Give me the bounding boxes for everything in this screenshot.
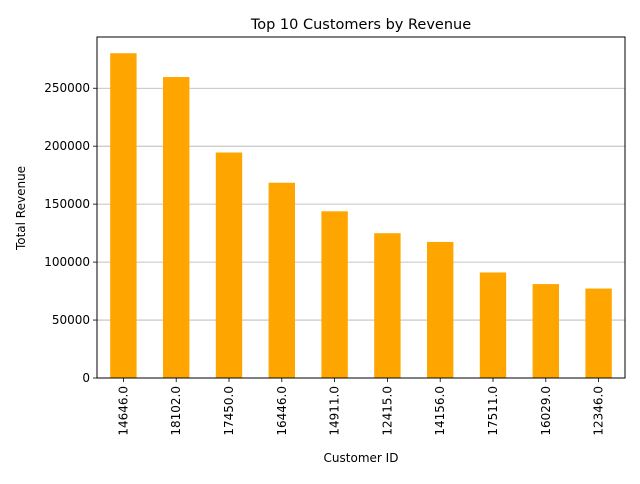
bar-14646.0 [110, 53, 137, 378]
bar-17511.0 [479, 272, 507, 378]
x-tick-label: 17450.0 [222, 386, 236, 436]
bar-14156.0 [427, 241, 454, 378]
bar-18102.0 [163, 77, 190, 378]
bar-12346.0 [585, 288, 612, 378]
x-tick-label: 17511.0 [486, 386, 500, 436]
bar-16029.0 [532, 284, 559, 378]
chart-title: Top 10 Customers by Revenue [250, 17, 471, 33]
y-tick-label: 200000 [44, 139, 90, 153]
x-tick-label: 16446.0 [275, 386, 289, 436]
x-tick-label: 12415.0 [380, 386, 394, 436]
x-tick-label: 14911.0 [328, 386, 342, 436]
x-tick-label: 14156.0 [433, 386, 447, 436]
x-tick-label: 18102.0 [169, 386, 183, 436]
x-tick-label: 14646.0 [116, 386, 130, 436]
y-tick-label: 100000 [44, 255, 90, 269]
y-tick-label: 0 [82, 371, 90, 385]
y-axis-label: Total Revenue [14, 166, 28, 251]
y-tick-label: 50000 [52, 313, 90, 327]
bar-layer [110, 53, 612, 378]
bar-17450.0 [215, 152, 243, 378]
bar-12415.0 [374, 233, 401, 378]
x-axis-label: Customer ID [324, 451, 399, 465]
y-tick-label: 150000 [44, 197, 90, 211]
bar-14911.0 [321, 211, 348, 378]
axis-layer [96, 36, 626, 379]
bar-16446.0 [268, 182, 295, 378]
x-tick-label: 12346.0 [592, 386, 606, 436]
y-tick-label: 250000 [44, 81, 90, 95]
plot-frame [96, 36, 626, 379]
y-tick-layer: 0 50000 100000 150000 200000 250000 [44, 81, 97, 385]
x-tick-layer: 14646.0 18102.0 17450.0 16446.0 14911.0 12415… [116, 378, 606, 436]
x-tick-label: 16029.0 [539, 386, 553, 436]
